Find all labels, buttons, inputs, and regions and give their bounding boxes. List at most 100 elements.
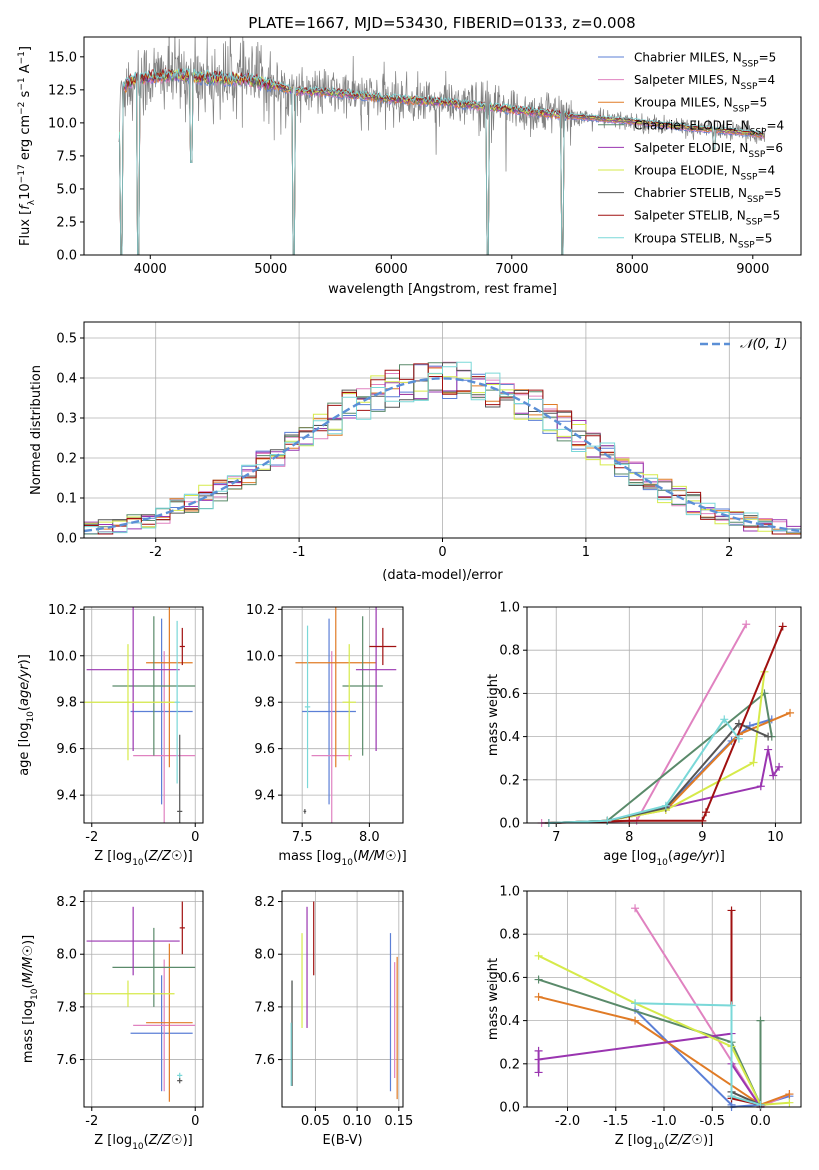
- errorbar-kroupa-stelib: [177, 1072, 183, 1079]
- legend-label: Salpeter ELODIE, NSSP=6: [634, 141, 783, 160]
- data-point: [534, 1046, 543, 1055]
- y-tick-label: 0.1: [56, 492, 77, 507]
- y-tick-label: 9.4: [56, 789, 77, 804]
- spectrum-chart: 4000 5000 6000 7000 8000 9000 0.0 2.5 5.0 7.5 10.0…: [17, 36, 802, 297]
- errorbar-salpeter-miles: [133, 959, 196, 1092]
- y-tick-label: 0.8: [499, 928, 520, 943]
- mass-weight-vs-z-chart: -2.0 -1.5 -1.0 -0.5 0.0 0.0 0.2 0.4 0.6 0.8 1.0 Z […: [486, 885, 802, 1152]
- errorbar-kroupa-stelib: [174, 620, 180, 784]
- residual-histogram-chart: -2 -1 0 1 2 0.0 0.1 0.2 0.3 0.4 0.5 (data-model)/er…: [29, 321, 802, 583]
- y-axis-label: age [log10(age/yr)]: [17, 654, 36, 776]
- mass-vs-z-chart: -2 0 7.6 7.8 8.0 8.2 Z [log10(Z/Z☉)] mass [log1…: [21, 890, 204, 1152]
- mass-weight-vs-age-chart: 7 8 9 10 0.0 0.2 0.4 0.6 0.8 1.0 age [log10(age/yr…: [486, 601, 802, 868]
- legend-label: Chabrier ELODIE, NSSP=4: [634, 118, 784, 137]
- errorbar-kroupa-elodie: [84, 644, 175, 761]
- x-tick-label: 5000: [254, 262, 287, 277]
- errorbar-kroupa-miles: [146, 607, 193, 768]
- y-tick-label: 7.8: [56, 1000, 77, 1015]
- model-spectrum-kroupa-stelib: [119, 67, 765, 255]
- axes-frame: [526, 606, 802, 824]
- axes-frame: [526, 890, 802, 1108]
- axes-frame: [281, 606, 404, 824]
- errorbar-chabrier-stelib: [177, 1078, 183, 1084]
- x-axis-label: Z [log10(Z/Z☉)]: [615, 1133, 713, 1152]
- data-point: [625, 816, 634, 825]
- x-tick-label: 6000: [375, 262, 408, 277]
- series-line: [548, 691, 773, 824]
- series-kroupa-stelib: [631, 999, 765, 1109]
- y-tick-label: 0.6: [499, 687, 520, 702]
- x-tick-label: 0: [191, 1114, 199, 1129]
- y-tick-label: 0.2: [499, 773, 520, 788]
- legend-label: Chabrier STELIB, NSSP=5: [634, 186, 782, 205]
- axes-frame: [83, 321, 802, 539]
- y-tick-label: 7.6: [56, 1053, 77, 1068]
- y-tick-label: 8.0: [56, 948, 77, 963]
- y-tick-label: 10.0: [48, 649, 77, 664]
- x-tick-label: 0.10: [343, 1114, 372, 1129]
- legend-label: Kroupa ELODIE, NSSP=4: [634, 164, 775, 183]
- x-tick-label: -1: [293, 545, 306, 560]
- errorbar-salpeter-elodie: [86, 906, 180, 976]
- x-tick-label: 0: [191, 830, 199, 845]
- y-tick-label: 0.0: [499, 817, 520, 832]
- y-tick-label: 0.8: [499, 644, 520, 659]
- x-tick-label: 8: [625, 830, 633, 845]
- y-axis-label: Flux [fλ10−17 erg cm−2 s−1 A−1]: [17, 46, 37, 246]
- data-point: [742, 620, 751, 629]
- histogram-kroupa-stelib: [84, 361, 801, 538]
- data-point: [698, 816, 707, 825]
- data-point: [603, 816, 612, 825]
- data-point: [756, 782, 765, 791]
- errorbar-chabrier-stelib: [303, 809, 307, 814]
- y-axis-label: mass weight: [486, 958, 501, 1040]
- y-tick-label: 0.3: [56, 412, 77, 427]
- x-tick-label: 0.0: [750, 1114, 771, 1129]
- data-point: [769, 771, 778, 780]
- data-point: [661, 801, 670, 810]
- errorbar-kroupa-stelib: [304, 625, 311, 789]
- x-tick-label: 8.0: [359, 830, 380, 845]
- y-axis-label: mass [log10(M/M☉)]: [21, 935, 40, 1063]
- data-point: [727, 906, 736, 915]
- x-tick-label: -2: [85, 830, 98, 845]
- series-line: [548, 626, 784, 824]
- errorbar-kroupa-elodie: [342, 644, 356, 761]
- series-line: [538, 978, 762, 1106]
- errorbar-salpeter-elodie: [86, 607, 180, 751]
- data-point: [631, 904, 640, 913]
- series-kroupa-stelib: [544, 715, 743, 827]
- age-vs-z-chart: -2 0 9.4 9.6 9.8 10.0 10.2 Z [log10(Z/Z☉)] age […: [17, 603, 204, 868]
- x-tick-label: 10: [767, 830, 784, 845]
- data-point: [749, 758, 758, 767]
- legend-label: Kroupa STELIB, NSSP=5: [634, 231, 772, 250]
- errorbar-chabrier-elodie: [342, 616, 383, 756]
- series-salpeter-stelib: [727, 906, 765, 1109]
- errorbar-kroupa-miles: [146, 943, 193, 1102]
- y-tick-label: 7.6: [254, 1053, 275, 1068]
- y-tick-label: 9.6: [56, 742, 77, 757]
- y-tick-label: 0.2: [56, 452, 77, 467]
- x-axis-label: (data-model)/error: [382, 568, 503, 583]
- errorbar-salpeter-stelib: [179, 627, 185, 666]
- x-axis-label: mass [log10(M/M☉)]: [278, 849, 406, 868]
- y-tick-label: 9.8: [56, 696, 77, 711]
- y-tick-label: 0.4: [56, 372, 77, 387]
- x-tick-label: 0.05: [301, 1114, 330, 1129]
- data-point: [785, 1090, 794, 1099]
- y-tick-label: 0.4: [499, 1014, 520, 1029]
- x-tick-label: 4000: [134, 262, 167, 277]
- series-line: [538, 995, 790, 1106]
- axes-frame: [83, 890, 204, 1108]
- y-tick-label: 0.2: [499, 1057, 520, 1072]
- data-point: [702, 808, 711, 817]
- figure-title: PLATE=1667, MJD=53430, FIBERID=0133, z=0…: [248, 14, 635, 32]
- series-chabrier-elodie: [534, 975, 765, 1109]
- x-axis-label: wavelength [Angstrom, rest frame]: [328, 282, 557, 297]
- y-tick-label: 10.0: [246, 649, 275, 664]
- legend-label: Chabrier MILES, NSSP=5: [634, 51, 776, 70]
- y-tick-label: 0.6: [499, 971, 520, 986]
- data-point: [785, 1098, 794, 1107]
- data-point: [534, 1068, 543, 1077]
